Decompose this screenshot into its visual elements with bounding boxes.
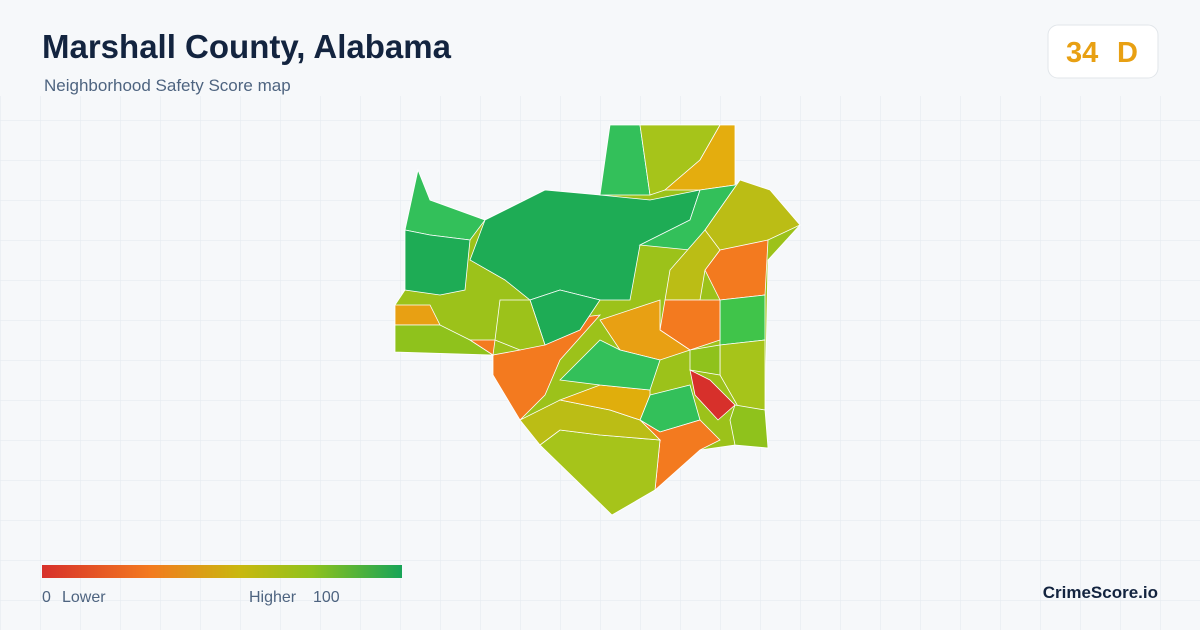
brand: CrimeScore.io [1043,583,1158,602]
score-value: 34 [1066,37,1098,69]
legend-max-label: Higher [249,589,297,606]
map [394,124,801,516]
legend-min-label: Lower [62,589,106,606]
score-box [1047,24,1159,79]
legend-max: 100 [313,589,340,606]
title: Marshall County, Alabama [42,28,452,65]
subtitle: Neighborhood Safety Score map [44,76,291,95]
legend-bar [42,565,402,578]
legend-min: 0 [42,589,51,606]
score-grade: D [1117,37,1138,69]
